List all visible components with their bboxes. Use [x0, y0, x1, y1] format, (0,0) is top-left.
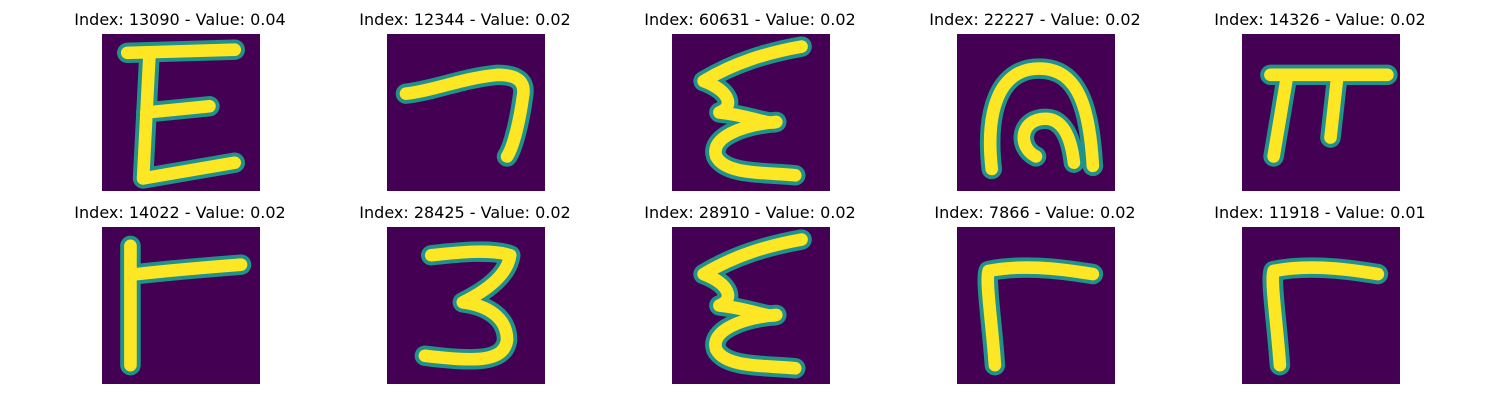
handwritten-glyph — [979, 58, 1104, 180]
subplot-panel: Index: 7866 - Value: 0.02 — [915, 203, 1155, 384]
subplot-title: Index: 11918 - Value: 0.01 — [1214, 203, 1426, 222]
subplot-title: Index: 28910 - Value: 0.02 — [644, 203, 856, 222]
handwritten-glyph — [1262, 257, 1389, 376]
character-image — [387, 34, 545, 191]
subplot-title: Index: 13090 - Value: 0.04 — [74, 10, 286, 29]
character-image — [1242, 227, 1400, 384]
character-image — [957, 227, 1115, 384]
handwritten-glyph — [693, 229, 812, 379]
handwritten-glyph — [693, 36, 812, 186]
subplot-panel: Index: 22227 - Value: 0.02 — [915, 10, 1155, 191]
subplot-title: Index: 12344 - Value: 0.02 — [359, 10, 571, 29]
handwritten-glyph — [977, 257, 1104, 376]
subplot-panel: Index: 28910 - Value: 0.02 — [630, 203, 870, 384]
handwritten-glyph — [395, 64, 534, 167]
subplot-title: Index: 60631 - Value: 0.02 — [644, 10, 856, 29]
handwritten-glyph — [414, 241, 521, 370]
subplot-panel: Index: 11918 - Value: 0.01 — [1200, 203, 1440, 384]
handwritten-glyph — [120, 235, 252, 376]
subplot-title: Index: 7866 - Value: 0.02 — [934, 203, 1136, 222]
subplot-panel: Index: 28425 - Value: 0.02 — [345, 203, 585, 384]
character-image — [1242, 34, 1400, 191]
handwritten-glyph — [117, 39, 245, 189]
subplot-panel: Index: 12344 - Value: 0.02 — [345, 10, 585, 191]
subplot-title: Index: 14022 - Value: 0.02 — [74, 203, 286, 222]
character-image — [672, 34, 830, 191]
subplot-panel: Index: 14326 - Value: 0.02 — [1200, 10, 1440, 191]
subplot-title: Index: 28425 - Value: 0.02 — [359, 203, 571, 222]
subplot-title: Index: 22227 - Value: 0.02 — [929, 10, 1141, 29]
character-image — [102, 227, 260, 384]
handwritten-glyph — [1260, 64, 1398, 167]
subplot-title: Index: 14326 - Value: 0.02 — [1214, 10, 1426, 29]
character-image — [387, 227, 545, 384]
subplot-panel: Index: 14022 - Value: 0.02 — [60, 203, 300, 384]
subplot-panel: Index: 60631 - Value: 0.02 — [630, 10, 870, 191]
character-image — [102, 34, 260, 191]
subplot-panel: Index: 13090 - Value: 0.04 — [60, 10, 300, 191]
character-image — [957, 34, 1115, 191]
character-image — [672, 227, 830, 384]
